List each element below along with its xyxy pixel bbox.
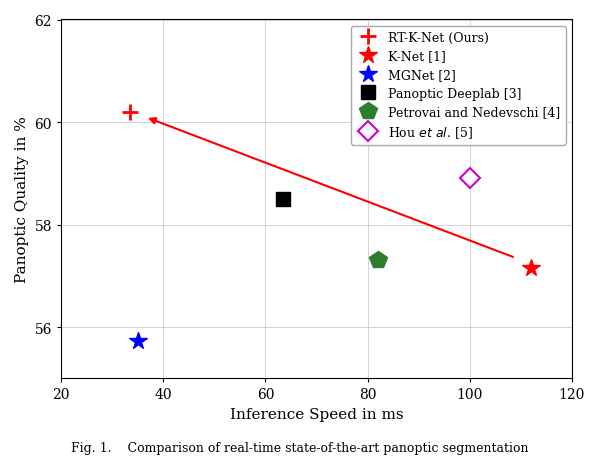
Legend: RT-K-Net (Ours), K-Net [1], MGNet [2], Panoptic Deeplab [3], Petrovai and Nedevs: RT-K-Net (Ours), K-Net [1], MGNet [2], P…: [351, 27, 566, 146]
Y-axis label: Panoptic Quality in %: Panoptic Quality in %: [15, 116, 29, 283]
X-axis label: Inference Speed in ms: Inference Speed in ms: [230, 407, 403, 421]
Text: Fig. 1.    Comparison of real-time state-of-the-art panoptic segmentation: Fig. 1. Comparison of real-time state-of…: [71, 442, 529, 454]
